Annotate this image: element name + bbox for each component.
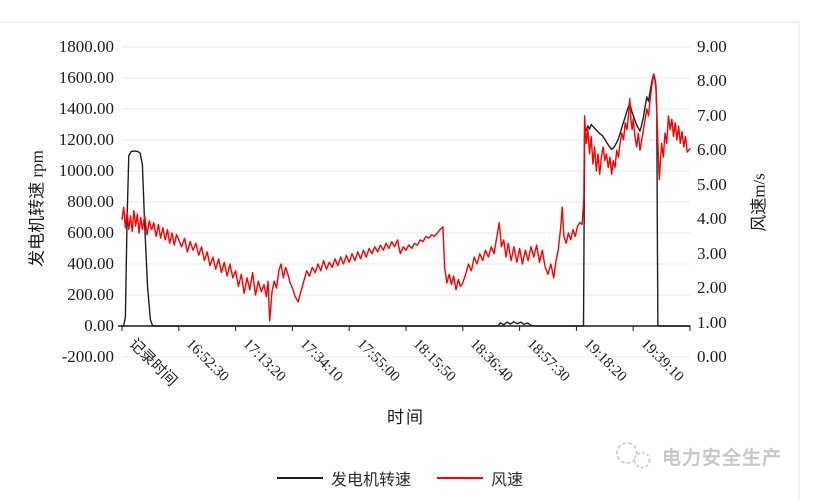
- y-axis-left-title: 发电机转速 rpm: [27, 150, 47, 267]
- y-axis-left-tick-label: 800.00: [67, 192, 114, 211]
- watermark: 电力安全生产: [612, 440, 782, 472]
- legend-label-wind-speed: 风速: [491, 472, 524, 489]
- y-axis-left-tick-label: 400.00: [67, 254, 114, 273]
- legend-line-wind-speed-icon: [437, 477, 483, 479]
- y-axis-left-tick-label: 0.00: [84, 316, 114, 335]
- y-axis-right-tick-label: 1.00: [697, 312, 727, 332]
- wechat-bubbles-icon: [616, 442, 651, 469]
- series-line-generator-speed: [121, 73, 691, 327]
- y-axis-right-tick-label: 9.00: [697, 37, 727, 56]
- y-axis-left-tick-label: 1600.00: [58, 68, 114, 87]
- y-axis-left-tick-label: -200.00: [61, 347, 114, 366]
- watermark-text: 电力安全生产: [662, 447, 783, 469]
- y-axis-right-title: 风速m/s: [749, 173, 769, 232]
- legend-item-generator-speed: 发电机转速: [276, 466, 411, 490]
- y-axis-left-tick-label: 1400.00: [58, 99, 114, 118]
- y-axis-left-tick-label: 1200.00: [58, 130, 114, 149]
- y-axis-right-tick-label: 7.00: [697, 105, 727, 125]
- y-axis-left-tick-label: 600.00: [67, 223, 114, 242]
- series-line-wind-speed: [121, 73, 691, 322]
- y-axis-right-tick-label: 6.00: [697, 140, 727, 160]
- y-axis-right-tick-label: 3.00: [697, 243, 727, 263]
- card-right-border: [798, 21, 800, 500]
- y-axis-left-tick-label: 1000.00: [58, 161, 114, 180]
- legend-line-generator-speed-icon: [276, 477, 323, 479]
- y-axis-right-tick-label: 2.00: [697, 278, 727, 298]
- y-axis-right-tick-label: 8.00: [697, 71, 727, 91]
- x-axis-title: 时间: [387, 408, 425, 427]
- legend-label-generator-speed: 发电机转速: [330, 472, 411, 489]
- y-axis-right-tick-label: 5.00: [697, 174, 727, 194]
- y-axis-right-tick-label: 0.00: [697, 347, 727, 366]
- y-axis-right-tick-label: 4.00: [697, 209, 727, 229]
- legend-item-wind-speed: 风速: [437, 466, 523, 490]
- legend: 发电机转速 风速: [0, 466, 800, 490]
- y-axis-left-tick-label: 1800.00: [58, 37, 114, 56]
- card-top-border: [0, 21, 800, 23]
- y-axis-left-tick-label: 200.00: [67, 285, 114, 304]
